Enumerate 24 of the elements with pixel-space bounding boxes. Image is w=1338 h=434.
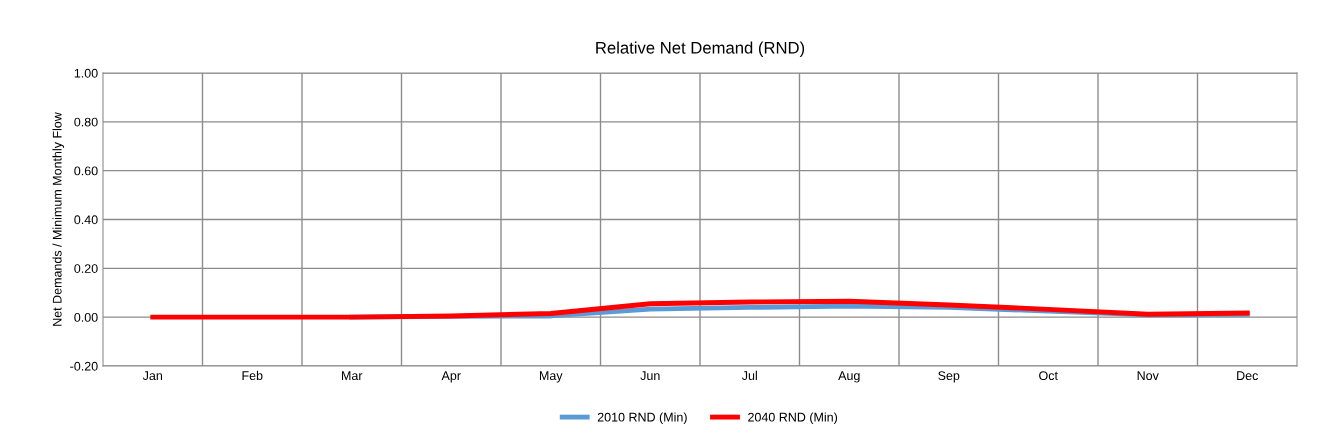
- x-tick-label: Apr: [441, 371, 461, 383]
- legend-label: 2010 RND (Min): [597, 412, 687, 425]
- chart-title: Relative Net Demand (RND): [596, 41, 805, 58]
- y-tick-label: -0.20: [70, 361, 98, 371]
- y-tick-label: 0.00: [74, 312, 98, 322]
- x-tick-label: Sep: [938, 371, 960, 383]
- legend-label: 2040 RND (Min): [748, 412, 838, 425]
- x-tick-label: Oct: [1039, 371, 1058, 381]
- y-tick-label: 1.00: [74, 68, 98, 78]
- x-tick-label: Jul: [741, 370, 757, 381]
- x-tick-label: Feb: [242, 370, 263, 381]
- x-tick-label: Jun: [640, 371, 660, 381]
- x-tick-label: Nov: [1137, 371, 1159, 381]
- y-tick-label: 0.40: [74, 215, 98, 225]
- y-tick-label: 0.60: [74, 166, 98, 176]
- x-tick-label: Mar: [342, 371, 363, 381]
- x-tick-label: May: [539, 371, 563, 383]
- y-axis-title: Net Demands / Minimum Monthly Flow: [52, 112, 65, 326]
- y-tick-label: 0.20: [74, 264, 98, 273]
- x-tick-label: Jan: [142, 371, 163, 381]
- y-tick-label: 0.80: [74, 117, 98, 127]
- x-tick-label: Aug: [838, 371, 860, 383]
- line-series: [150, 298, 1250, 320]
- x-tick-label: Dec: [1237, 371, 1259, 381]
